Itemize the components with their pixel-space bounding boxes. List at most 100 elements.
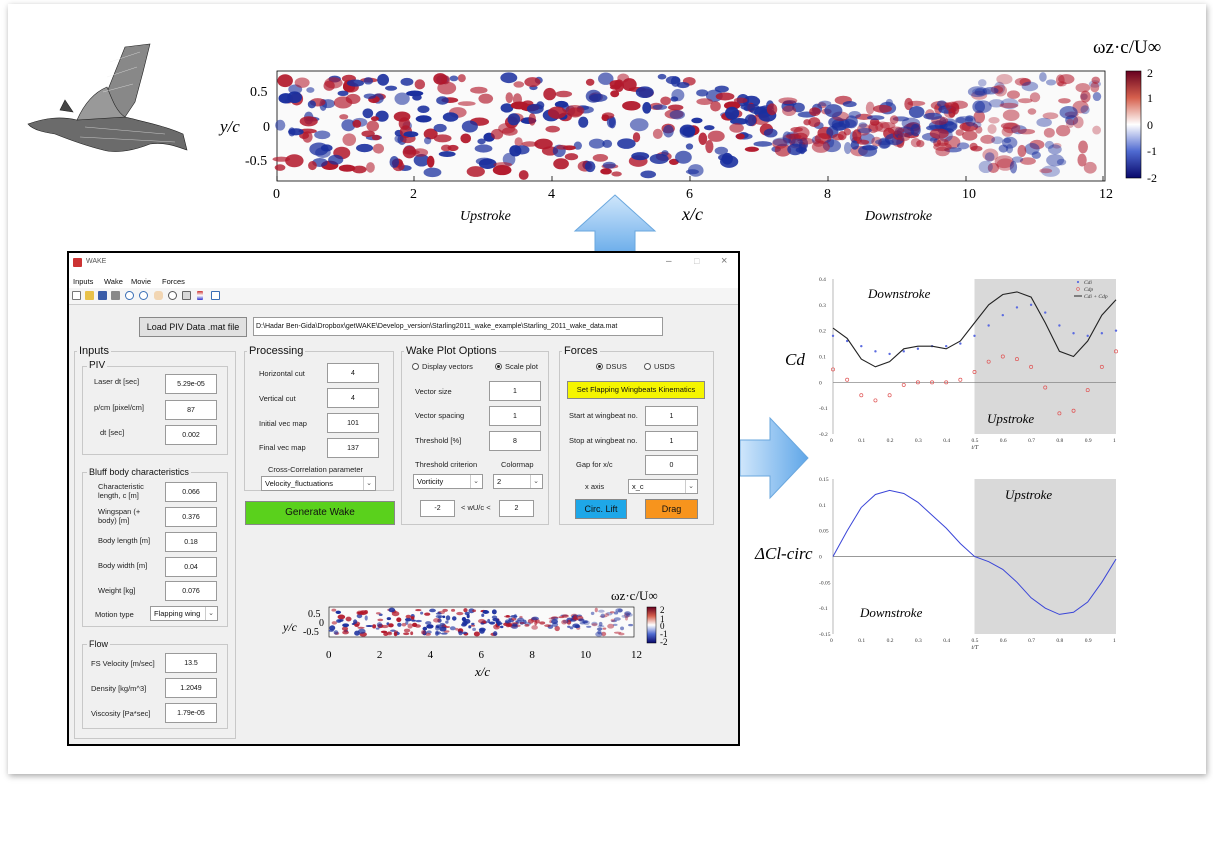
- vorticity-blob: [1091, 76, 1100, 84]
- vorticity-blob: [978, 160, 993, 174]
- vorticity-blob: [521, 141, 538, 147]
- laser-dt-field[interactable]: 5.29e-05: [165, 374, 217, 394]
- vorticity-blob: [1005, 144, 1014, 154]
- open-folder-icon[interactable]: [85, 291, 94, 300]
- scale-plot-radio[interactable]: [495, 363, 502, 370]
- vorticity-blob: [1090, 81, 1100, 93]
- vorticity-blob: [617, 138, 636, 149]
- circ-lift-button[interactable]: Circ. Lift: [575, 499, 627, 519]
- motion-type-select[interactable]: Flapping wing ⌄: [150, 606, 218, 621]
- dt-field[interactable]: 0.002: [165, 425, 217, 445]
- vector-spacing-field[interactable]: 1: [489, 406, 541, 426]
- display-vectors-radio[interactable]: [412, 363, 419, 370]
- vorticity-blob: [996, 74, 1013, 85]
- viscosity-field[interactable]: 1.79e-05: [165, 703, 217, 723]
- generate-wake-button[interactable]: Generate Wake: [245, 501, 395, 525]
- zoom-in-icon[interactable]: [125, 291, 134, 300]
- initial-vec-field[interactable]: 101: [327, 413, 379, 433]
- menu-forces[interactable]: Forces: [162, 277, 185, 286]
- vorticity-blob: [524, 77, 541, 87]
- legend-icon[interactable]: [211, 291, 220, 300]
- arrow-right-icon: [739, 416, 809, 500]
- vorticity-blob: [604, 613, 609, 617]
- pcm-field[interactable]: 87: [165, 400, 217, 420]
- final-vec-field[interactable]: 137: [327, 438, 379, 458]
- horizontal-cut-field[interactable]: 4: [327, 363, 379, 383]
- vorticity-blob: [437, 81, 457, 95]
- save-icon[interactable]: [98, 291, 107, 300]
- vorticity-blob: [472, 609, 477, 613]
- threshold-criterion-select[interactable]: Vorticity ⌄: [413, 474, 483, 489]
- vorticity-blob: [567, 625, 571, 628]
- gap-field[interactable]: 0: [645, 455, 698, 475]
- vertical-cut-field[interactable]: 4: [327, 388, 379, 408]
- vorticity-blob: [411, 619, 416, 622]
- vorticity-blob: [405, 614, 412, 619]
- minimize-button[interactable]: –: [666, 256, 672, 267]
- range-label: < wU/c <: [461, 503, 491, 512]
- char-length-field[interactable]: 0.066: [165, 482, 217, 502]
- menu-wake[interactable]: Wake: [104, 277, 123, 286]
- menu-movie[interactable]: Movie: [131, 277, 152, 286]
- new-file-icon[interactable]: [72, 291, 81, 300]
- menu-inputs[interactable]: Inputs: [73, 277, 94, 286]
- vorticity-blob: [1027, 108, 1037, 115]
- cl-chart: ΔCl-circ 0.150.10.050-0.05-0.1-0.150 0.1 0…: [754, 477, 1117, 651]
- rotate-icon[interactable]: [168, 291, 177, 300]
- colormap-select[interactable]: 2 ⌄: [493, 474, 543, 489]
- y-tick-label: -0.05: [819, 580, 831, 586]
- body-length-field[interactable]: 0.18: [165, 532, 217, 552]
- cross-correlation-select[interactable]: Velocity_fluctuations ⌄: [261, 476, 376, 491]
- density-field[interactable]: 1.2049: [165, 678, 217, 698]
- body-width-field[interactable]: 0.04: [165, 557, 217, 577]
- range-max-field[interactable]: 2: [499, 500, 534, 517]
- vorticity-blob: [971, 90, 988, 100]
- wingspan-field[interactable]: 0.376: [165, 507, 217, 527]
- vorticity-blob: [346, 79, 365, 87]
- maximize-button[interactable]: □: [694, 256, 700, 266]
- fs-velocity-field[interactable]: 13.5: [165, 653, 217, 673]
- x-axis-select[interactable]: x_c ⌄: [628, 479, 698, 494]
- vorticity-blob: [956, 142, 970, 150]
- vector-size-field[interactable]: 1: [489, 381, 541, 401]
- vorticity-blob: [356, 610, 364, 616]
- vorticity-blob: [596, 627, 603, 631]
- vorticity-blob: [463, 608, 468, 613]
- vorticity-blob: [887, 126, 905, 135]
- start-wingbeat-field[interactable]: 1: [645, 406, 698, 426]
- close-button[interactable]: ×: [721, 255, 728, 267]
- range-min-field[interactable]: -2: [420, 500, 455, 517]
- vorticity-blob: [403, 632, 410, 636]
- vorticity-blob: [994, 155, 1014, 169]
- stop-wingbeat-field[interactable]: 1: [645, 431, 698, 451]
- threshold-field[interactable]: 8: [489, 431, 541, 451]
- weight-field[interactable]: 0.076: [165, 581, 217, 601]
- zoom-out-icon[interactable]: [139, 291, 148, 300]
- data-point: [1114, 329, 1118, 332]
- pcm-label: p/cm [pixel/cm]: [94, 403, 145, 412]
- vorticity-blob: [969, 142, 978, 151]
- final-vec-label: Final vec map: [259, 443, 306, 452]
- usds-radio[interactable]: [644, 363, 651, 370]
- drag-button[interactable]: Drag: [645, 499, 698, 519]
- set-kinematics-button[interactable]: Set Flapping Wingbeats Kinematics: [567, 381, 705, 399]
- colorbar-icon[interactable]: [197, 291, 203, 300]
- vorticity-blob: [598, 621, 603, 627]
- vorticity-blob: [511, 624, 519, 629]
- vorticity-blob: [505, 92, 514, 104]
- y-tick-label: -0.1: [819, 406, 828, 412]
- load-piv-button[interactable]: Load PIV Data .mat file: [139, 317, 247, 337]
- vorticity-blob: [415, 609, 422, 612]
- vorticity-blob: [621, 614, 629, 618]
- pan-icon[interactable]: [154, 291, 163, 300]
- dsus-radio[interactable]: [596, 363, 603, 370]
- stop-wingbeat-label: Stop at wingbeat no.: [569, 436, 638, 445]
- data-point: [973, 334, 976, 338]
- data-cursor-icon[interactable]: [182, 291, 191, 300]
- inputs-title: Inputs: [77, 345, 111, 357]
- print-icon[interactable]: [111, 291, 120, 300]
- vorticity-blob: [1006, 90, 1020, 99]
- file-path-field[interactable]: D:\Hadar Ben-Gida\Dropbox\getWAKE\Develo…: [253, 317, 663, 336]
- vorticity-blob: [999, 102, 1019, 109]
- vorticity-blob: [1058, 98, 1071, 104]
